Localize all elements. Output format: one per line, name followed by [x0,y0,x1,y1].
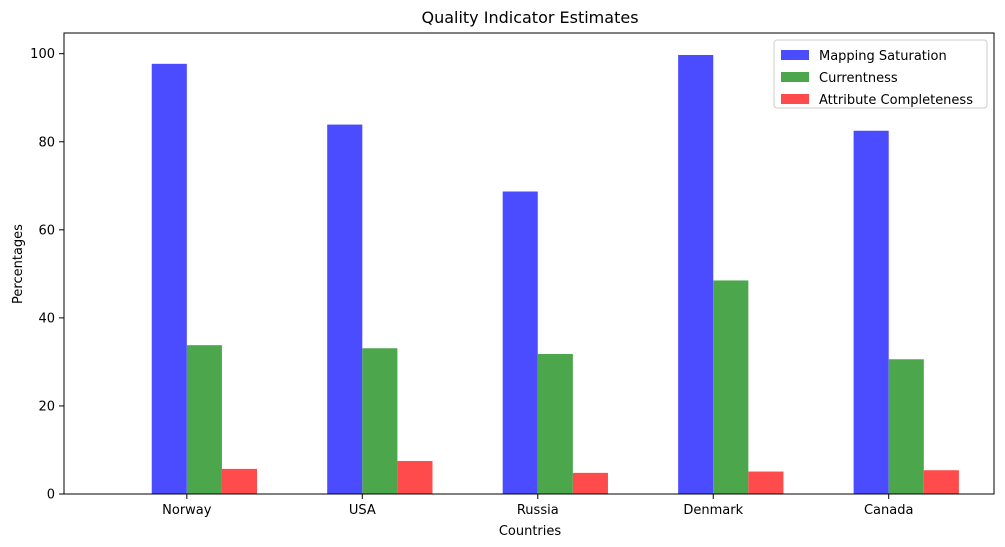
y-tick-label: 60 [38,223,55,238]
bar-currentness-canada [888,359,924,494]
chart-title: Quality Indicator Estimates [421,8,638,27]
x-axis-label: Countries [499,524,562,539]
bar-attribute-completeness-usa [397,460,433,494]
y-tick-label: 40 [38,311,55,326]
legend-entry: Attribute Completeness [819,93,973,108]
y-axis-label: Percentages [11,224,26,304]
bars-group [151,55,959,495]
x-tick-label: Russia [517,503,559,518]
bar-attribute-completeness-norway [221,468,258,494]
y-tick-label: 0 [47,488,55,503]
legend-swatch [781,50,809,60]
bar-mapping-saturation-canada [853,130,889,494]
bar-currentness-russia [537,353,573,494]
x-axis: Norway USA Russia Denmark Canada [162,494,913,518]
bar-currentness-usa [362,348,398,494]
legend-swatch [781,72,809,82]
legend-swatch [781,94,809,104]
bar-attribute-completeness-denmark [748,471,784,494]
bar-mapping-saturation-usa [327,124,363,495]
y-tick-label: 80 [38,135,55,150]
bar-currentness-norway [186,345,222,494]
bar-mapping-saturation-russia [502,191,538,495]
legend-entry: Currentness [819,71,898,86]
y-axis: 0 20 40 60 80 100 [30,47,64,503]
x-tick-label: Norway [162,503,212,518]
y-tick-label: 100 [30,47,55,62]
x-tick-label: Canada [864,503,913,518]
bar-mapping-saturation-denmark [678,55,714,494]
bar-currentness-denmark [713,280,749,494]
bar-attribute-completeness-russia [572,472,608,494]
bar-mapping-saturation-norway [151,63,187,494]
bar-attribute-completeness-canada [923,470,959,494]
x-tick-label: Denmark [683,503,743,518]
y-tick-label: 20 [38,399,55,414]
x-tick-label: USA [349,503,376,518]
plot-frame [63,32,995,495]
legend: Mapping Saturation Currentness Attribute C… [773,39,988,109]
legend-box [773,39,988,109]
legend-entry: Mapping Saturation [819,49,947,64]
